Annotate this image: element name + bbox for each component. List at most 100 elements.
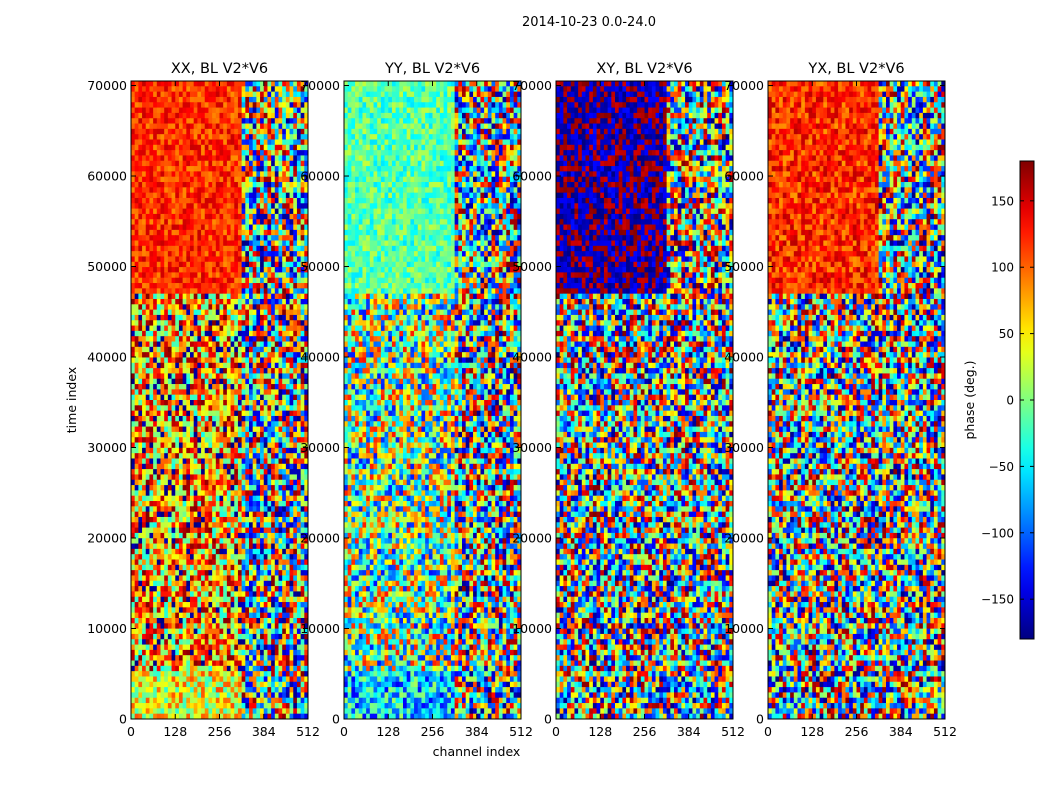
heatmap-cell — [156, 623, 161, 630]
heatmap-cell — [138, 123, 143, 130]
heatmap-cell — [156, 112, 161, 119]
heatmap-cell — [219, 490, 224, 497]
heatmap-cell — [201, 357, 206, 364]
heatmap-cell — [212, 495, 217, 502]
heatmap-cell — [245, 341, 250, 348]
heatmap-cell — [256, 219, 261, 225]
heatmap-cell — [230, 564, 235, 571]
heatmap-cell — [171, 612, 176, 619]
heatmap-cell — [164, 437, 169, 443]
heatmap-cell — [149, 309, 154, 316]
heatmap-cell — [208, 352, 213, 358]
heatmap-cell — [223, 378, 228, 385]
heatmap-cell — [149, 160, 154, 167]
heatmap-cell — [226, 474, 231, 481]
heatmap-cell — [164, 516, 169, 523]
heatmap-cell — [193, 272, 198, 279]
heatmap-cell — [223, 357, 228, 364]
heatmap-cell — [296, 405, 302, 412]
heatmap-cell — [204, 373, 209, 380]
heatmap-cell — [131, 277, 136, 284]
heatmap-cell — [131, 362, 136, 369]
heatmap-cell — [178, 182, 184, 188]
heatmap-cell — [237, 485, 243, 491]
heatmap-cell — [219, 256, 224, 263]
heatmap-cell — [153, 352, 158, 358]
heatmap-cell — [234, 368, 239, 374]
heatmap-cell — [138, 532, 143, 539]
heatmap-cell — [215, 118, 220, 124]
heatmap-cell — [296, 118, 302, 124]
heatmap-cell — [171, 261, 176, 268]
heatmap-cell — [138, 447, 143, 454]
heatmap-cell — [249, 612, 254, 619]
heatmap-cell — [190, 554, 195, 560]
heatmap-cell — [142, 309, 147, 316]
heatmap-cell — [249, 458, 254, 465]
heatmap-cell — [304, 224, 309, 231]
heatmap-cell — [296, 182, 302, 188]
heatmap-cell — [237, 543, 243, 550]
heatmap-cell — [197, 543, 202, 550]
heatmap-cell — [149, 261, 154, 268]
heatmap-cell — [134, 591, 139, 598]
heatmap-cell — [274, 384, 279, 390]
heatmap-cell — [145, 378, 150, 385]
heatmap-cell — [223, 384, 228, 390]
heatmap-cell — [142, 410, 147, 417]
heatmap-cell — [241, 128, 246, 135]
heatmap-cell — [204, 415, 209, 422]
heatmap-cell — [142, 160, 147, 167]
heatmap-cell — [226, 81, 231, 87]
heatmap-cell — [160, 543, 165, 550]
heatmap-cell — [219, 463, 224, 470]
heatmap-cell — [219, 245, 224, 252]
heatmap-cell — [260, 320, 265, 326]
heatmap-cell — [223, 415, 228, 422]
heatmap-cell — [201, 501, 206, 507]
heatmap-cell — [131, 128, 136, 135]
heatmap-cell — [241, 309, 246, 316]
heatmap-cell — [164, 245, 169, 252]
heatmap-cell — [289, 304, 294, 311]
heatmap-cell — [182, 506, 187, 513]
heatmap-cell — [201, 570, 206, 576]
heatmap-cell — [201, 112, 206, 119]
heatmap-cell — [219, 118, 224, 124]
heatmap-cell — [249, 197, 254, 204]
heatmap-cell — [223, 575, 228, 582]
heatmap-cell — [204, 277, 209, 284]
heatmap-cell — [219, 336, 224, 342]
heatmap-cell — [252, 548, 257, 555]
heatmap-cell — [230, 548, 235, 555]
heatmap-cell — [153, 134, 158, 140]
heatmap-cell — [145, 458, 150, 465]
heatmap-cell — [234, 516, 239, 523]
heatmap-cell — [212, 490, 217, 497]
heatmap-cell — [186, 144, 191, 151]
heatmap-cell — [175, 447, 180, 454]
heatmap-cell — [160, 139, 165, 146]
heatmap-cell — [300, 96, 305, 103]
heatmap-cell — [249, 437, 254, 443]
heatmap-cell — [142, 474, 147, 481]
heatmap-cell — [156, 283, 161, 289]
heatmap-cell — [252, 240, 257, 247]
heatmap-cell — [234, 389, 239, 396]
heatmap-cell — [142, 256, 147, 263]
heatmap-cell — [285, 426, 290, 433]
heatmap-cell — [252, 86, 257, 93]
heatmap-cell — [208, 426, 213, 433]
heatmap-cell — [234, 81, 239, 87]
heatmap-cell — [267, 107, 272, 114]
heatmap-cell — [274, 405, 279, 412]
heatmap-cell — [153, 213, 158, 220]
heatmap-cell — [300, 490, 305, 497]
heatmap-cell — [230, 272, 235, 279]
heatmap-cell — [271, 485, 276, 491]
heatmap-cell — [234, 490, 239, 497]
heatmap-cell — [252, 469, 257, 475]
heatmap-cell — [190, 368, 195, 374]
heatmap-cell — [142, 447, 147, 454]
heatmap-cell — [215, 431, 220, 438]
